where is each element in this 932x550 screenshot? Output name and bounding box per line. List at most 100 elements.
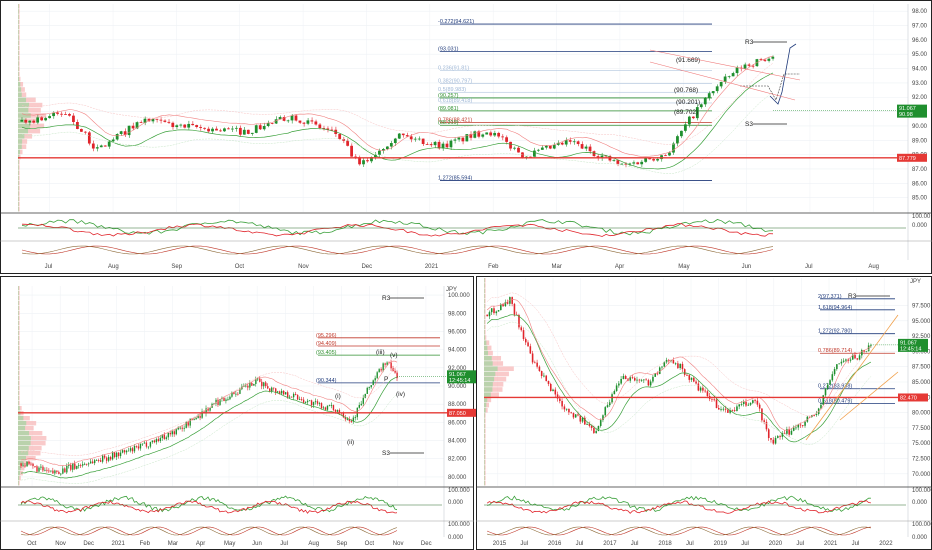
candle-body [602, 415, 604, 421]
volume-profile-bar [484, 434, 485, 439]
candle-body [747, 64, 751, 66]
volume-profile-bar [484, 480, 485, 486]
x-tick-label: Aug [308, 541, 319, 547]
oscillator-tick: 0.000 [912, 535, 928, 541]
moving-average-line [21, 92, 774, 174]
x-tick-label: 2021 [111, 541, 125, 547]
candle-body [360, 403, 362, 406]
oscillator-line [20, 500, 398, 514]
last-price-subtext: 12:45:14 [449, 378, 470, 384]
candle-body [328, 405, 331, 407]
candle-body [604, 407, 607, 416]
candle-body [437, 141, 441, 149]
last-price-subtext: 12:45:14 [900, 346, 921, 352]
candle-body [513, 147, 516, 149]
candle-body [338, 134, 342, 140]
volume-profile-bar [18, 441, 46, 446]
candle-body [322, 128, 326, 129]
candle-body [135, 445, 138, 447]
candle-body [590, 425, 593, 428]
candle-body [772, 439, 775, 444]
candle-body [861, 350, 863, 356]
volume-profile-bar [18, 165, 19, 170]
candle-body [713, 399, 716, 401]
candle-body [485, 132, 489, 135]
last-price-subtext: 90.98 [899, 112, 913, 118]
panel-weekly-view: 98.0097.0096.0095.0094.0093.0092.0091.00… [0, 0, 932, 274]
candle-body [763, 59, 767, 61]
candle-body [50, 470, 52, 472]
volume-profile-bar [18, 436, 47, 441]
x-tick-label: 2021 [425, 264, 439, 270]
volume-profile-bar [484, 376, 495, 382]
volume-profile-bar [484, 298, 486, 304]
fib-level-label: (94.409) [316, 341, 337, 347]
candle-body [771, 56, 775, 59]
y-tick-label: 75.000 [912, 441, 931, 447]
oscillator-line [21, 245, 774, 255]
volume-profile-bar [484, 330, 485, 335]
volume-profile-bar [18, 406, 22, 411]
candle-body [577, 414, 579, 416]
candle-body [137, 446, 140, 449]
annotation-label: (90.201) [676, 99, 700, 106]
candle-body [469, 134, 473, 138]
x-tick-label: Dec [421, 541, 432, 547]
volume-profile-bar [484, 319, 485, 325]
candle-body [684, 124, 687, 131]
volume-profile-bar [484, 460, 486, 465]
candle-body [151, 118, 155, 122]
volume-profile-bar [18, 311, 19, 316]
candle-body [727, 409, 729, 413]
volume-profile-bar [484, 283, 485, 288]
candle-body [36, 466, 38, 472]
volume-profile-bar [484, 371, 496, 377]
candle-body [195, 125, 199, 127]
x-tick-label: Sep [171, 264, 182, 270]
candle-body [219, 399, 221, 405]
candle-body [22, 465, 24, 467]
volume-profile-bar [18, 346, 19, 351]
candle-body [777, 436, 779, 438]
volume-profile-bar [18, 24, 19, 30]
x-tick-label: 2019 [714, 541, 728, 547]
volume-profile-bar [18, 40, 19, 45]
volume-profile-bar [18, 61, 20, 66]
volume-profile-bar [18, 170, 19, 175]
candle-body [493, 308, 495, 314]
volume-profile-bar [484, 454, 485, 460]
candle-body [229, 396, 231, 400]
candle-body [40, 117, 44, 121]
candle-body [723, 76, 727, 82]
candle-body [30, 463, 32, 465]
candle-body [572, 141, 576, 143]
candle-body [676, 136, 679, 144]
volume-profile-bar [18, 19, 20, 25]
volume-profile-bar [484, 304, 485, 309]
candle-body [326, 128, 330, 130]
candle-body [56, 470, 58, 472]
volume-profile-bar [18, 361, 19, 366]
fib-level-label: -0.272(94.621) [438, 19, 474, 25]
volume-profile-bar [18, 441, 31, 446]
oscillator-line [20, 526, 398, 536]
oscillator-tick: 100.000 [912, 522, 932, 528]
candle-body [570, 412, 573, 414]
candle-body [76, 465, 78, 469]
candle-body [173, 431, 175, 435]
candle-body [83, 131, 87, 133]
candle-body [145, 442, 148, 447]
volume-profile-bar [18, 341, 20, 346]
candle-body [310, 400, 313, 406]
x-tick-label: Mar [552, 264, 562, 270]
x-tick-label: Dec [83, 541, 94, 547]
candle-body [833, 369, 836, 375]
candle-body [68, 114, 71, 116]
volume-profile-bar [18, 4, 20, 9]
candle-body [354, 417, 357, 418]
candle-body [364, 393, 366, 398]
volume-profile-bar [18, 97, 36, 103]
x-tick-label: Jul [741, 541, 749, 547]
